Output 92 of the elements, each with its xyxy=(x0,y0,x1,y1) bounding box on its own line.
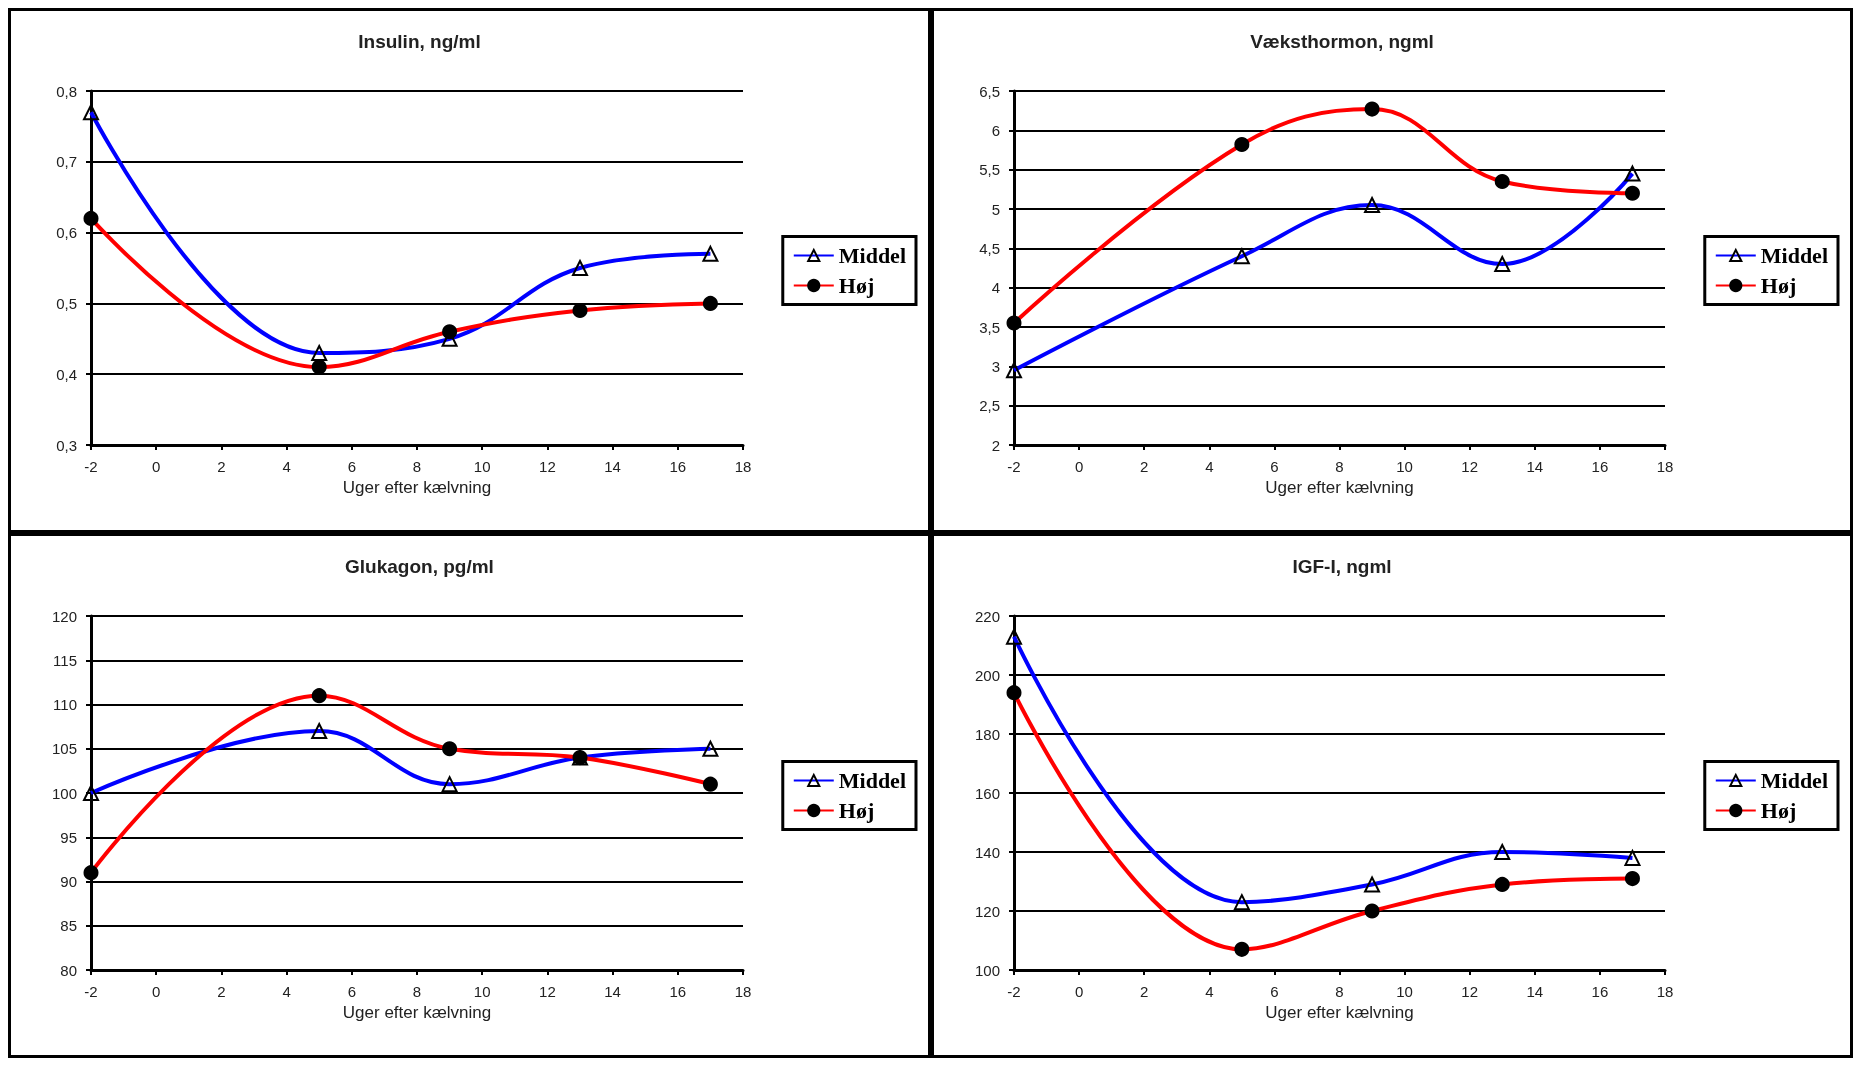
legend-label: Høj xyxy=(838,273,875,298)
y-tick-label: 105 xyxy=(51,740,77,758)
x-tick-label: 18 xyxy=(734,458,752,475)
x-tick-label: 8 xyxy=(1335,983,1344,1000)
y-tick-label: 0,8 xyxy=(56,82,77,100)
y-tick-label: 120 xyxy=(51,607,77,625)
x-tick-label: 4 xyxy=(282,983,291,1000)
x-tick-label: 6 xyxy=(347,983,356,1000)
y-tick-label: 6 xyxy=(991,121,1000,139)
x-tick-label: 16 xyxy=(669,983,687,1000)
x-tick-label: 18 xyxy=(1656,458,1674,475)
y-tick-label: 3,5 xyxy=(979,318,1000,336)
legend-label: Høj xyxy=(1760,273,1797,298)
y-tick-label: 160 xyxy=(974,784,1000,802)
legend-label: Middel xyxy=(1760,243,1829,268)
x-tick-label: 18 xyxy=(1656,983,1674,1000)
x-tick-label: 2 xyxy=(217,983,226,1000)
x-tick-label: 16 xyxy=(1591,983,1609,1000)
y-tick-label: 4,5 xyxy=(979,239,1000,257)
y-tick-label: 100 xyxy=(974,961,1000,979)
y-tick-label: 3 xyxy=(991,357,1000,375)
x-axis-title: Uger efter kælvning xyxy=(342,1002,492,1022)
y-tick-label: 6,5 xyxy=(979,82,1000,100)
x-tick-label: 14 xyxy=(604,983,621,1000)
legend-label: Høj xyxy=(1760,798,1797,823)
x-tick-label: 2 xyxy=(1140,458,1149,475)
y-tick-label: 200 xyxy=(974,666,1000,684)
x-tick-label: 10 xyxy=(473,458,491,475)
y-tick-label: 5,5 xyxy=(979,161,1000,179)
y-tick-label: 220 xyxy=(974,607,1000,625)
x-tick-label: 10 xyxy=(473,983,491,1000)
y-tick-label: 95 xyxy=(60,828,77,846)
x-axis-title: Uger efter kælvning xyxy=(1265,477,1414,497)
y-tick-label: 90 xyxy=(60,873,77,890)
y-tick-label: 5 xyxy=(991,200,1000,218)
y-tick-label: 4 xyxy=(991,279,1000,297)
x-tick-label: 8 xyxy=(1335,458,1344,475)
x-tick-label: 0 xyxy=(152,458,161,475)
y-tick-label: 110 xyxy=(53,696,77,713)
x-tick-label: 14 xyxy=(1526,983,1544,1000)
x-tick-label: 10 xyxy=(1396,983,1413,1000)
y-tick-label: 0,7 xyxy=(56,153,77,171)
x-tick-label: 6 xyxy=(347,458,356,475)
x-tick-label: -2 xyxy=(1007,983,1021,1000)
x-tick-label: 2 xyxy=(217,458,226,475)
y-tick-label: 2 xyxy=(991,436,1000,454)
x-tick-label: 0 xyxy=(1074,458,1084,475)
x-tick-label: 2 xyxy=(1140,983,1149,1000)
legend-label: Middel xyxy=(838,768,907,793)
chart-title: Glukagon, pg/ml xyxy=(345,556,494,577)
x-tick-label: 8 xyxy=(412,983,422,1000)
x-tick-label: -2 xyxy=(84,458,98,475)
x-tick-label: -2 xyxy=(84,983,98,1000)
x-tick-label: 14 xyxy=(1526,458,1544,475)
x-tick-label: 12 xyxy=(1461,458,1479,475)
chart-title: Insulin, ng/ml xyxy=(358,31,481,52)
y-tick-label: 0,3 xyxy=(56,436,77,454)
legend-label: Høj xyxy=(838,798,875,823)
chart-title: IGF-I, ngml xyxy=(1292,556,1392,577)
x-axis-title: Uger efter kælvning xyxy=(1265,1002,1414,1022)
y-tick-label: 180 xyxy=(974,725,1000,743)
y-tick-label: 0,4 xyxy=(56,365,77,383)
x-tick-label: 16 xyxy=(669,458,687,475)
legend-label: Middel xyxy=(1760,768,1829,793)
chart-title: Væksthormon, ngml xyxy=(1250,31,1434,52)
y-tick-label: 120 xyxy=(974,902,1000,920)
x-tick-label: 4 xyxy=(1205,983,1214,1000)
x-tick-label: 12 xyxy=(1461,983,1479,1000)
x-tick-label: 18 xyxy=(734,983,752,1000)
x-tick-label: 14 xyxy=(604,458,621,475)
x-tick-label: 12 xyxy=(539,983,556,1000)
y-tick-label: 0,5 xyxy=(56,294,77,312)
x-tick-label: 6 xyxy=(1270,983,1279,1000)
y-tick-label: 85 xyxy=(60,917,77,935)
x-tick-label: -2 xyxy=(1007,458,1021,475)
y-tick-label: 100 xyxy=(51,784,77,802)
x-tick-label: 0 xyxy=(1074,983,1084,1000)
x-tick-label: 4 xyxy=(1205,458,1214,475)
x-tick-label: 10 xyxy=(1396,458,1413,475)
x-tick-label: 12 xyxy=(539,458,556,475)
y-tick-label: 2,5 xyxy=(979,397,1000,415)
x-tick-label: 0 xyxy=(152,983,161,1000)
x-tick-label: 4 xyxy=(282,458,291,475)
x-axis-title: Uger efter kælvning xyxy=(342,477,492,497)
y-tick-label: 0,6 xyxy=(56,224,77,242)
y-tick-label: 140 xyxy=(974,843,1000,861)
x-tick-label: 6 xyxy=(1270,458,1279,475)
y-tick-label: 115 xyxy=(53,651,77,669)
legend-label: Middel xyxy=(838,243,907,268)
x-tick-label: 8 xyxy=(412,458,422,475)
x-tick-label: 16 xyxy=(1591,458,1609,475)
y-tick-label: 80 xyxy=(60,961,77,979)
